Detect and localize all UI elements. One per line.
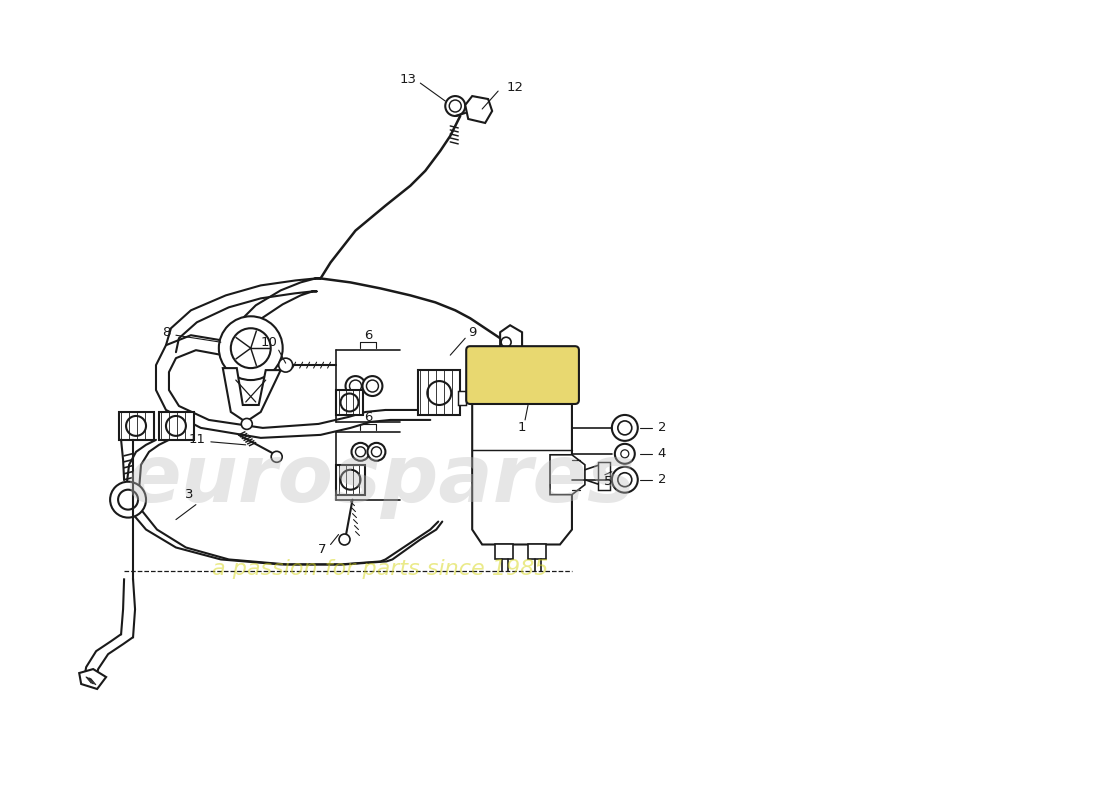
Text: 3: 3 xyxy=(185,488,194,501)
Text: 2: 2 xyxy=(658,474,667,486)
Circle shape xyxy=(341,394,359,411)
Circle shape xyxy=(352,443,370,461)
Bar xyxy=(598,462,609,490)
Circle shape xyxy=(446,96,465,116)
Circle shape xyxy=(367,443,385,461)
Text: 8: 8 xyxy=(162,326,170,338)
Circle shape xyxy=(502,338,512,347)
Polygon shape xyxy=(472,400,572,545)
Polygon shape xyxy=(500,326,522,358)
Text: 2: 2 xyxy=(658,422,667,434)
Circle shape xyxy=(110,482,146,518)
Circle shape xyxy=(612,415,638,441)
Bar xyxy=(495,545,513,559)
Polygon shape xyxy=(79,669,106,689)
Bar xyxy=(528,545,546,559)
Text: 7: 7 xyxy=(318,543,327,556)
Text: 1: 1 xyxy=(518,422,526,434)
Polygon shape xyxy=(465,96,492,123)
Circle shape xyxy=(341,470,361,490)
Text: 13: 13 xyxy=(400,73,417,86)
Circle shape xyxy=(339,534,350,545)
Bar xyxy=(119,412,154,440)
Text: a passion for parts since 1985: a passion for parts since 1985 xyxy=(212,559,549,579)
Text: 6: 6 xyxy=(364,329,373,342)
Circle shape xyxy=(231,328,271,368)
Circle shape xyxy=(278,358,293,372)
Bar xyxy=(336,465,365,494)
Circle shape xyxy=(372,447,382,457)
Circle shape xyxy=(366,380,378,392)
FancyBboxPatch shape xyxy=(466,346,579,404)
Circle shape xyxy=(126,416,146,436)
Circle shape xyxy=(219,316,283,380)
Circle shape xyxy=(355,447,365,457)
Text: 9: 9 xyxy=(468,326,476,338)
Circle shape xyxy=(620,450,629,458)
Circle shape xyxy=(272,451,283,462)
Circle shape xyxy=(345,376,365,396)
Circle shape xyxy=(166,416,186,436)
Text: 5: 5 xyxy=(604,475,612,488)
Polygon shape xyxy=(550,455,585,494)
Circle shape xyxy=(350,380,362,392)
Circle shape xyxy=(618,473,631,486)
Circle shape xyxy=(618,421,631,435)
Circle shape xyxy=(118,490,138,510)
Text: eurospares: eurospares xyxy=(125,441,635,518)
Circle shape xyxy=(612,466,638,493)
Polygon shape xyxy=(223,368,280,422)
Text: 10: 10 xyxy=(261,336,277,349)
Bar xyxy=(336,390,363,415)
Text: 12: 12 xyxy=(506,81,524,94)
Bar xyxy=(160,412,194,440)
Circle shape xyxy=(615,444,635,464)
Circle shape xyxy=(427,381,451,405)
Text: 4: 4 xyxy=(658,447,667,460)
Bar xyxy=(418,370,460,415)
Text: 11: 11 xyxy=(188,434,206,446)
Circle shape xyxy=(449,100,461,112)
Text: 6: 6 xyxy=(364,411,373,425)
Bar xyxy=(459,391,466,405)
Circle shape xyxy=(241,418,252,430)
Circle shape xyxy=(363,376,383,396)
